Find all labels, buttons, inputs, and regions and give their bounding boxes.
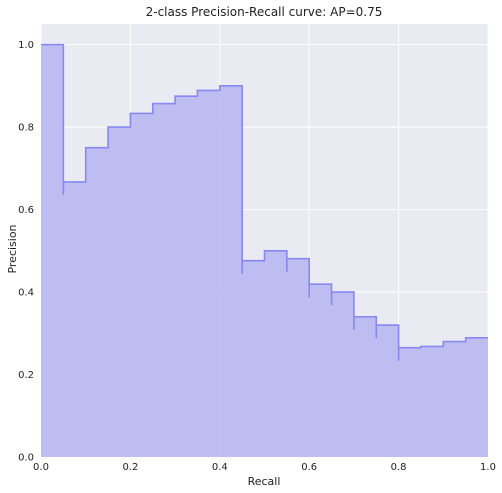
- x-axis-label: Recall: [248, 475, 281, 488]
- x-tick-label: 0.0: [33, 462, 49, 473]
- x-tick-label: 0.2: [122, 462, 138, 473]
- x-tick-label: 0.4: [212, 462, 228, 473]
- y-axis-label: Precision: [6, 224, 19, 273]
- y-tick-label: 1.0: [18, 40, 34, 51]
- y-tick-labels: 0.0 0.2 0.4 0.6 0.8 1.0: [18, 40, 34, 463]
- y-tick-label: 0.4: [18, 288, 34, 299]
- y-tick-label: 0.6: [18, 205, 34, 216]
- x-tick-label: 0.8: [391, 462, 407, 473]
- y-tick-label: 0.2: [18, 370, 34, 381]
- x-tick-label: 0.6: [301, 462, 317, 473]
- x-tick-labels: 0.0 0.2 0.4 0.6 0.8 1.0: [33, 462, 496, 473]
- precision-recall-curve: [41, 43, 488, 349]
- step-drop-marks: [62, 181, 400, 361]
- chart-title: 2-class Precision-Recall curve: AP=0.75: [146, 5, 383, 19]
- y-tick-label: 0.0: [18, 453, 34, 464]
- y-tick-label: 0.8: [18, 123, 34, 134]
- x-tick-label: 1.0: [480, 462, 496, 473]
